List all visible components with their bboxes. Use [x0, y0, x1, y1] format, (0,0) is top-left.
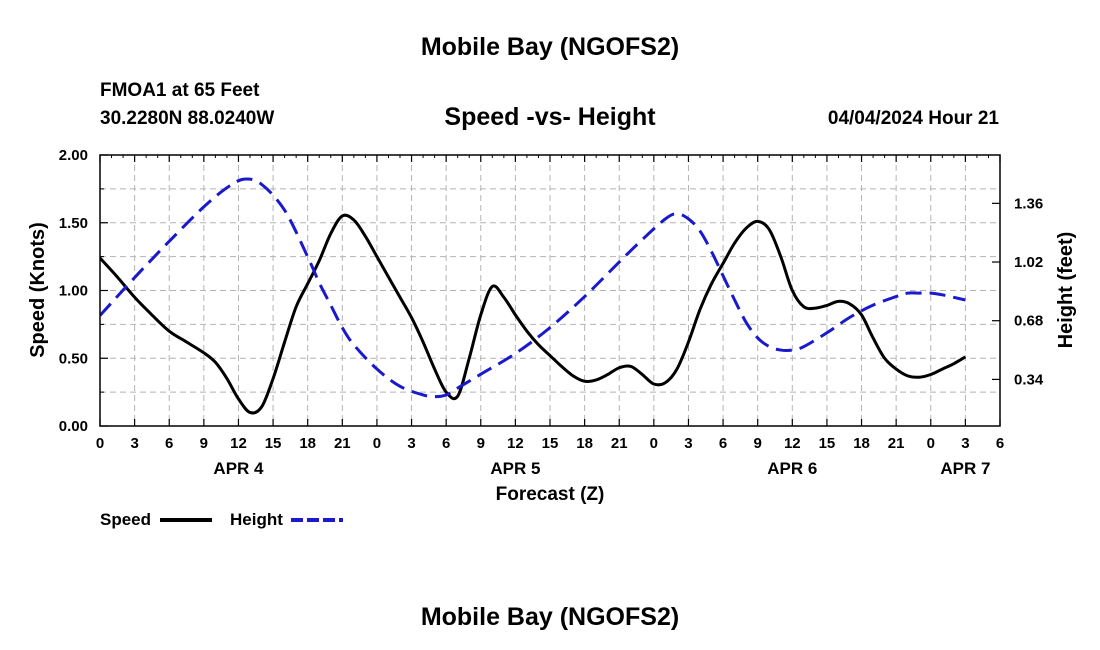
date-label: APR 7 [940, 459, 990, 478]
x-tick-label: 6 [442, 435, 450, 452]
y-tick-label: 0.50 [59, 350, 88, 367]
x-tick-label: 0 [96, 435, 104, 452]
grid-lines [100, 155, 1000, 426]
speed-series-line [100, 213, 967, 415]
x-tick-label: 6 [719, 435, 727, 452]
x-tick-label: 6 [165, 435, 173, 452]
x-tick-label: 3 [130, 435, 138, 452]
x-tick-label: 12 [784, 435, 801, 452]
legend-height-label: Height [230, 510, 283, 529]
x-tick-label: 18 [576, 435, 593, 452]
chart-title: Speed -vs- Height [444, 103, 656, 131]
x-tick-label: 15 [542, 435, 559, 452]
height-series-line [100, 177, 966, 399]
y2-tick-label: 1.02 [1014, 254, 1043, 271]
date-label: APR 5 [490, 459, 540, 478]
x-tick-label: 12 [230, 435, 247, 452]
y-tick-label: 1.00 [59, 283, 88, 300]
x-tick-label: 9 [754, 435, 762, 452]
y-tick-label: 0.00 [59, 418, 88, 435]
y2-axis-title: Height (feet) [1055, 232, 1077, 349]
x-tick-label: 21 [611, 435, 628, 452]
x-tick-label: 0 [650, 435, 658, 452]
x-tick-label: 9 [200, 435, 208, 452]
date-label: APR 6 [767, 459, 817, 478]
date-label: APR 4 [213, 459, 264, 478]
x-tick-label: 3 [407, 435, 415, 452]
x-tick-label: 3 [684, 435, 692, 452]
x-tick-label: 9 [477, 435, 485, 452]
x-tick-label: 0 [927, 435, 935, 452]
x-tick-label: 21 [888, 435, 905, 452]
station-label: FMOA1 at 65 Feet [100, 80, 260, 101]
y2-tick-label: 0.68 [1014, 313, 1043, 330]
x-tick-label: 18 [853, 435, 870, 452]
x-tick-label: 6 [996, 435, 1004, 452]
x-tick-label: 21 [334, 435, 351, 452]
series-layer [100, 177, 967, 415]
x-tick-label: 18 [299, 435, 316, 452]
y-axis-title: Speed (Knots) [27, 222, 49, 358]
x-tick-label: 0 [373, 435, 381, 452]
x-axis-title: Forecast (Z) [496, 484, 605, 505]
y2-tick-label: 1.36 [1014, 195, 1043, 212]
coordinates-label: 30.2280N 88.0240W [100, 108, 274, 129]
y2-tick-label: 0.34 [1014, 371, 1044, 388]
x-tick-label: 3 [961, 435, 969, 452]
y-tick-label: 1.50 [59, 215, 88, 232]
legend: Speed Height [100, 510, 343, 529]
x-tick-label: 15 [819, 435, 836, 452]
x-tick-label: 15 [265, 435, 282, 452]
axis-layer: 0 3 6 9 12 15 18 21 0 3 6 9 12 15 18 21 0 3 6 9 12 15 18 21 0 3 6A… [59, 147, 1044, 478]
timestamp-label: 04/04/2024 Hour 21 [828, 108, 1000, 129]
x-tick-label: 12 [507, 435, 524, 452]
legend-speed-label: Speed [100, 510, 151, 529]
bottom-title: Mobile Bay (NGOFS2) [421, 603, 679, 631]
y-tick-label: 2.00 [59, 147, 88, 164]
top-title: Mobile Bay (NGOFS2) [421, 33, 679, 61]
